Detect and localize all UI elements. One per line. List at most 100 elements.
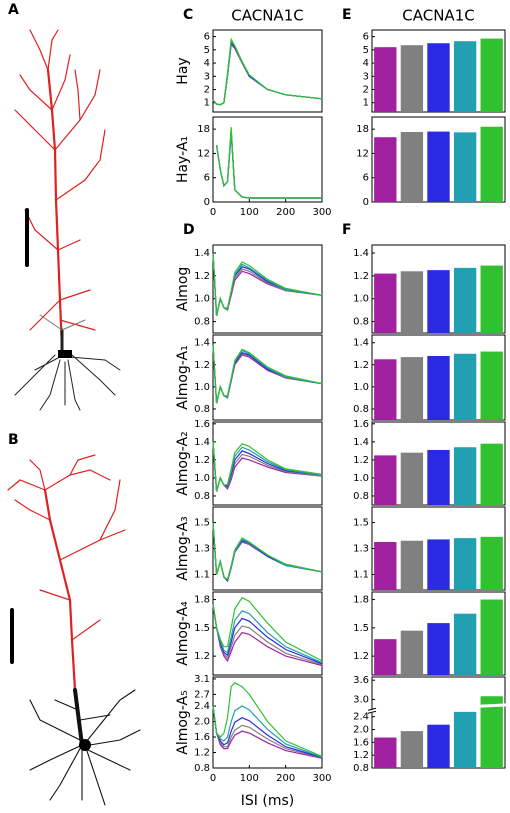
y-tick-label: 3.0 [353, 694, 369, 705]
x-tick-label: 0 [210, 773, 216, 784]
y-tick-label: 0.8 [353, 763, 369, 774]
x-tick-label: 300 [312, 773, 331, 784]
y-tick-label: 1.5 [194, 518, 210, 529]
series-line [212, 38, 323, 106]
axis-break-mark [367, 710, 377, 714]
y-tick-label: 1.6 [194, 419, 210, 430]
y-tick-label: 0.8 [194, 491, 210, 502]
y-tick-label: 18 [197, 124, 210, 135]
y-tick-label: 0 [204, 197, 210, 208]
plot-frame [212, 244, 323, 334]
axis-break-mark [367, 707, 377, 711]
series-line [212, 344, 323, 404]
y-tick-label: 0.8 [353, 491, 369, 502]
y-tick-label: 1.6 [194, 732, 210, 743]
y-tick-label: 0.8 [194, 763, 210, 774]
bar [453, 613, 477, 675]
bar [453, 447, 477, 505]
y-tick-label: 2 [363, 85, 369, 96]
plot-frame [212, 676, 323, 769]
bar [427, 724, 450, 768]
bar [453, 353, 477, 420]
y-axis-label: Hay-A₁ [175, 136, 191, 183]
series-line [212, 37, 323, 106]
y-tick-label: 1.2 [353, 360, 369, 371]
y-tick-label: 1.5 [353, 518, 369, 529]
y-tick-label: 12 [356, 148, 369, 159]
bar [374, 137, 397, 202]
y-tick-label: 4 [363, 58, 369, 69]
y-axis-label: Almog-A₅ [175, 690, 191, 755]
bar [400, 45, 424, 112]
plot-frame [212, 506, 323, 591]
y-tick-label: 1.2 [194, 271, 210, 282]
bar [480, 351, 503, 420]
y-tick-label: 0.8 [353, 404, 369, 415]
bar [480, 126, 503, 202]
soma [79, 739, 91, 751]
bar [400, 630, 424, 675]
soma [58, 350, 72, 358]
bar [374, 542, 397, 590]
y-tick-label: 12 [197, 148, 210, 159]
bar [400, 731, 424, 768]
series-line [216, 127, 322, 199]
bar [374, 47, 397, 112]
x-tick-label: 300 [312, 207, 331, 218]
x-tick-label: 100 [240, 207, 259, 218]
bar [400, 452, 424, 505]
series-line [212, 522, 323, 581]
x-axis-label: ISI (ms) [241, 793, 294, 809]
bar [453, 132, 477, 202]
bar [400, 271, 424, 333]
y-tick-label: 0.8 [194, 404, 210, 415]
y-tick-label: 1.6 [353, 419, 369, 430]
y-tick-label: 1.0 [353, 382, 369, 393]
x-tick-label: 0 [210, 207, 216, 218]
series-line [212, 705, 323, 758]
y-tick-label: 1.1 [353, 569, 369, 580]
y-tick-label: 1.3 [194, 544, 210, 555]
chart-title: CACNA1C [231, 7, 303, 25]
bar [374, 639, 397, 675]
y-tick-label: 1.4 [353, 248, 369, 259]
series-line [212, 596, 323, 662]
y-axis-label: Almog-A₄ [175, 601, 191, 666]
series-line [212, 344, 323, 404]
bar [400, 540, 424, 590]
y-axis-label: Almog-A₃ [175, 516, 191, 581]
bar [453, 711, 477, 768]
y-tick-label: 2.4 [353, 712, 369, 723]
x-tick-label: 200 [276, 207, 295, 218]
bar [453, 267, 477, 333]
y-tick-label: 1.0 [353, 294, 369, 305]
series-line [212, 344, 323, 404]
bar [480, 599, 503, 675]
y-tick-label: 1.8 [353, 595, 369, 606]
bar [480, 536, 503, 590]
y-tick-label: 2 [204, 85, 210, 96]
x-tick-label: 200 [276, 773, 295, 784]
y-tick-label: 1.2 [194, 748, 210, 759]
y-tick-label: 1 [363, 98, 369, 109]
y-tick-label: 1.0 [194, 473, 210, 484]
bar [427, 43, 450, 112]
y-tick-label: 1.6 [353, 737, 369, 748]
series-line [212, 441, 323, 492]
y-tick-label: 2.0 [353, 725, 369, 736]
morphology-b: B [7, 432, 141, 806]
bar [453, 538, 477, 590]
series-line [212, 252, 323, 317]
panel-label: A [8, 2, 19, 18]
series-line [212, 705, 323, 759]
y-tick-label: 1.2 [194, 651, 210, 662]
panel-label: B [8, 432, 19, 448]
series-line [212, 682, 323, 757]
bar [427, 355, 450, 420]
bar [427, 449, 450, 505]
series-line [212, 344, 323, 404]
y-tick-label: 1.2 [353, 750, 369, 761]
y-tick-label: 1.4 [194, 437, 210, 448]
